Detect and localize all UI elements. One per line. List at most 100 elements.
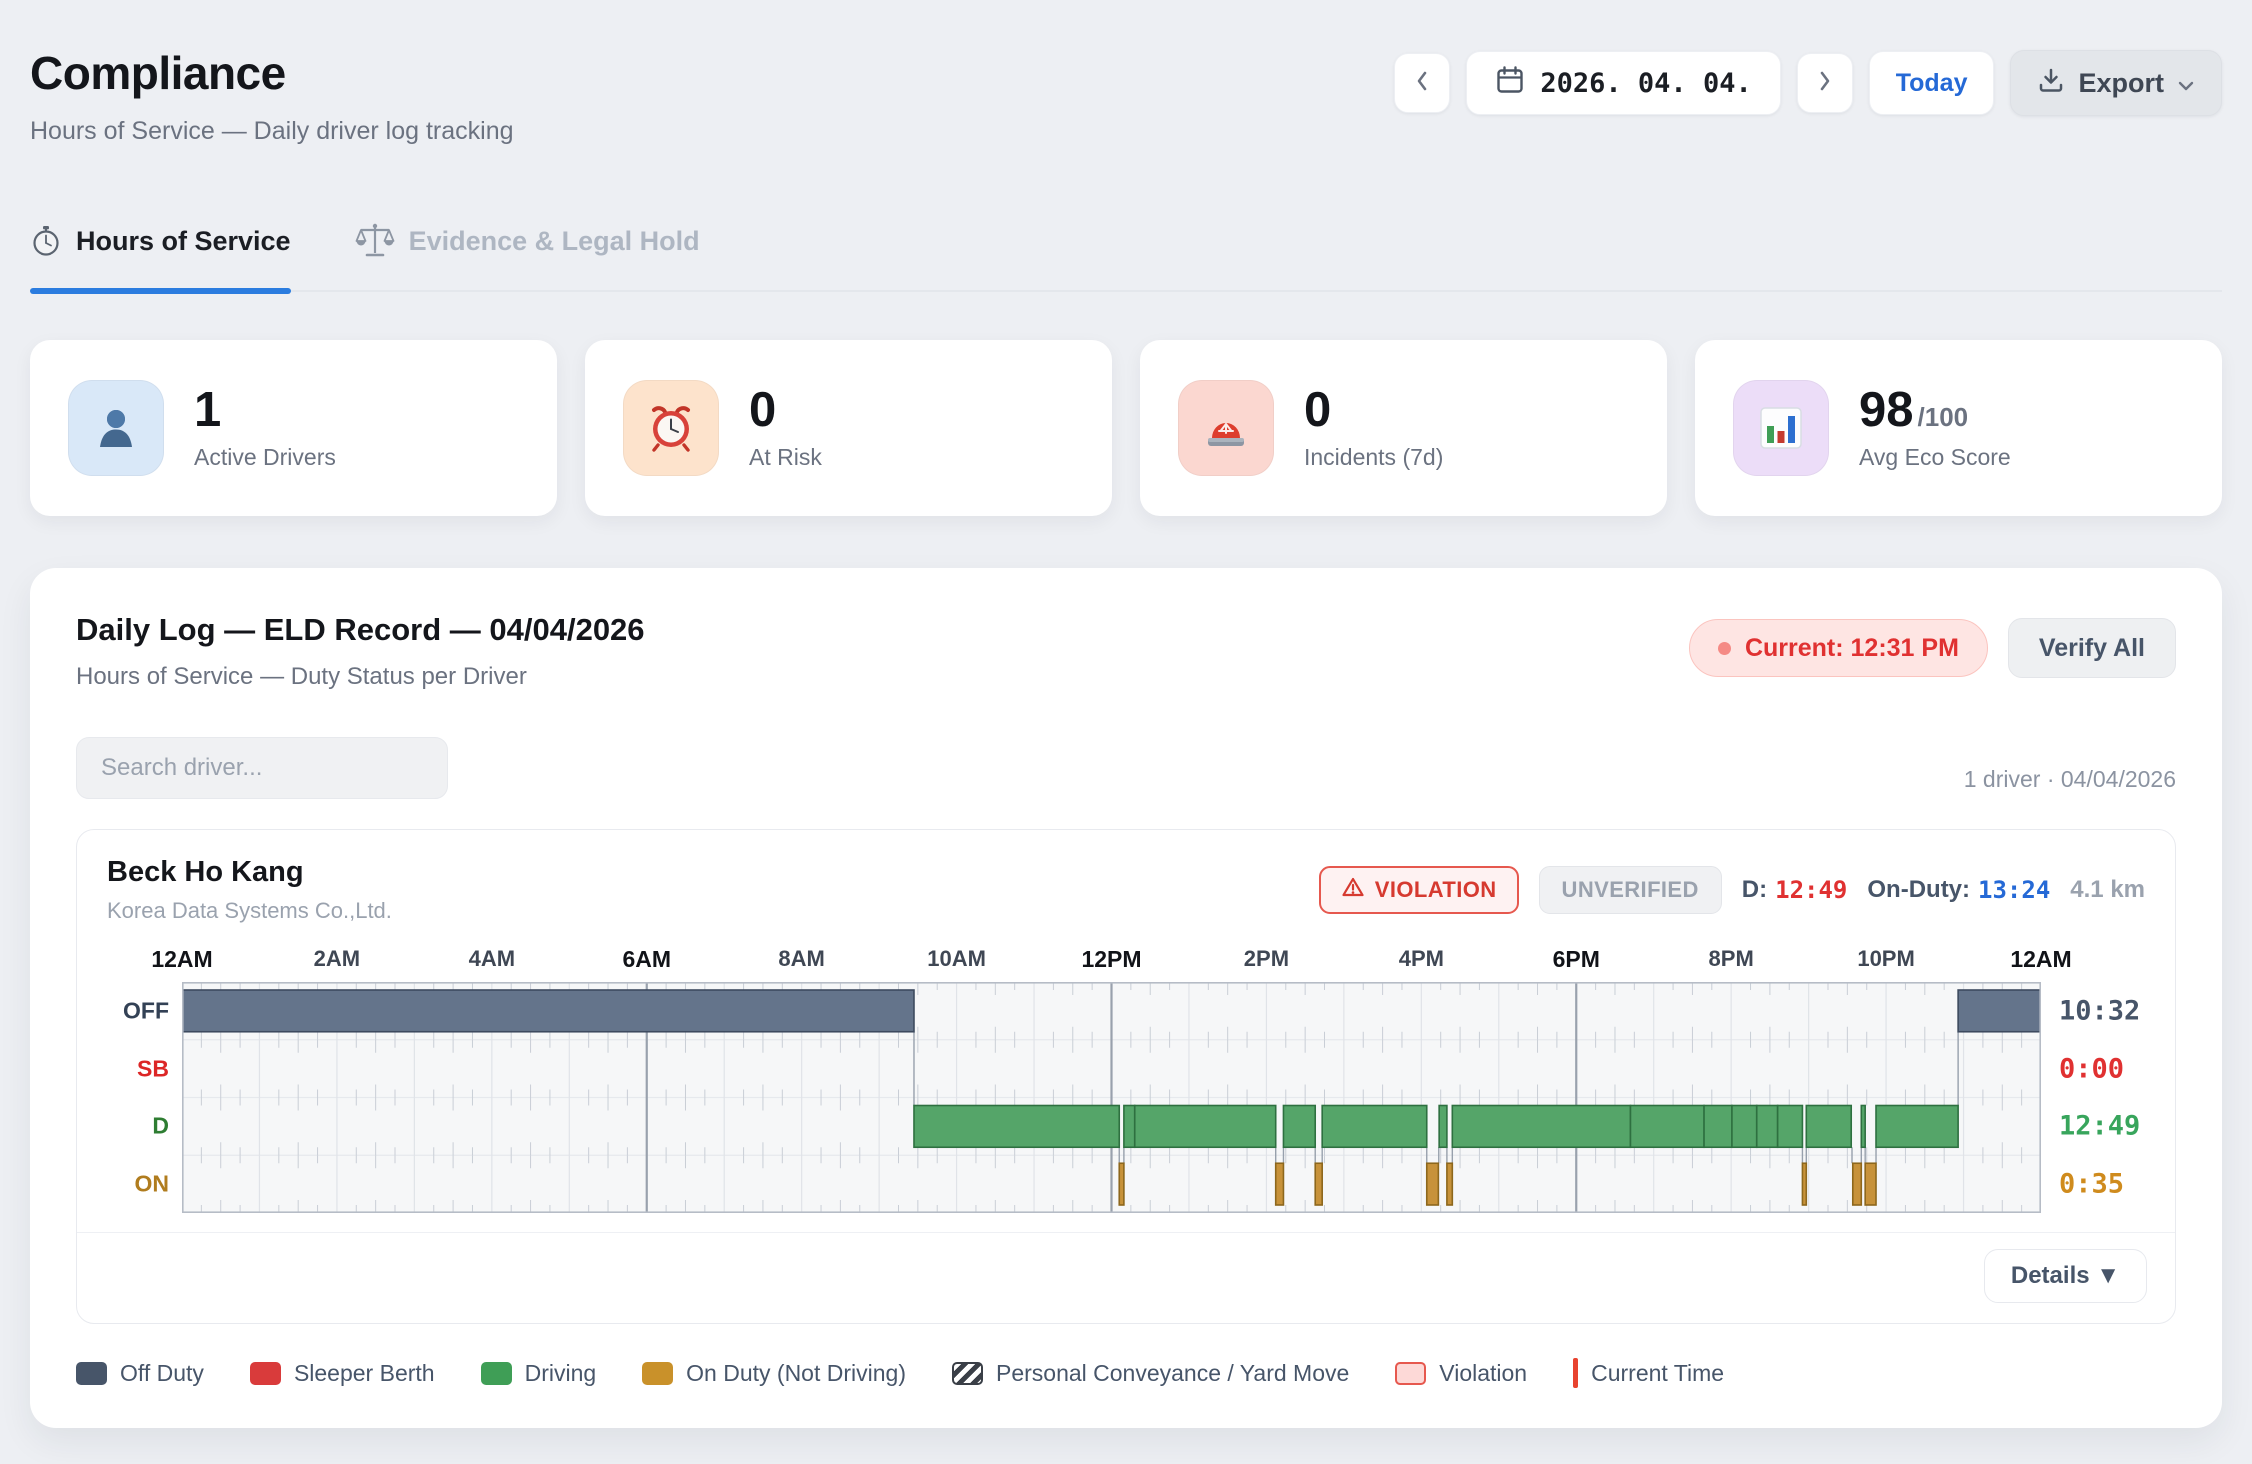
time-tick-8am-4: 8AM xyxy=(778,946,825,971)
date-picker-button[interactable]: 2026. 04. 04. xyxy=(1466,51,1781,115)
stat-label: Avg Eco Score xyxy=(1859,443,2011,470)
tab-bar: Hours of Service Evidence & Legal Hold xyxy=(30,222,2222,294)
dot-icon xyxy=(1717,641,1731,655)
legend-item-violation: Violation xyxy=(1395,1360,1527,1387)
driver-name: Beck Ho Kang xyxy=(107,856,304,888)
legend-swatch-violation xyxy=(1395,1361,1427,1385)
eld-chart: OFF SB D ON 12AM 2AM 4AM 6AM 8AM 10AM 12PM 2PM 4PM 6… xyxy=(77,944,2175,1218)
daily-log-actions: Current: 12:31 PM Verify All xyxy=(1688,618,2176,678)
time-tick-2am-1: 2AM xyxy=(313,946,361,971)
driver-identity: Beck Ho Kang Korea Data Systems Co.,Ltd. xyxy=(107,856,392,924)
legend-swatch-on xyxy=(642,1361,674,1385)
stat-value: 98/100 xyxy=(1859,383,1969,438)
stat-text: 1 Active Drivers xyxy=(194,383,336,470)
export-button[interactable]: Export xyxy=(2010,50,2222,116)
onduty-total: On-Duty: 13:24 xyxy=(1867,876,2050,904)
user-silhouette-icon xyxy=(68,380,164,476)
driver-card-header: Beck Ho Kang Korea Data Systems Co.,Ltd.… xyxy=(77,830,2175,924)
driver-card-footer: Details ▼ xyxy=(77,1232,2175,1323)
page-subtitle: Hours of Service — Daily driver log trac… xyxy=(30,117,514,145)
time-tick-4am-2: 4AM xyxy=(468,946,516,971)
verify-all-button[interactable]: Verify All xyxy=(2007,618,2176,678)
driver-badges: VIOLATION UNVERIFIED D: 12:49 On-Duty: 1… xyxy=(1318,866,2145,914)
legend-item-pc: Personal Conveyance / Yard Move xyxy=(951,1359,1350,1387)
row-label-sb: SB xyxy=(137,1055,169,1082)
page-title: Compliance xyxy=(30,47,286,99)
legend-label: Off Duty xyxy=(120,1359,204,1386)
next-day-button[interactable] xyxy=(1796,53,1853,113)
driving-total-value: 12:49 xyxy=(1775,876,1848,904)
legend-label: On Duty (Not Driving) xyxy=(686,1359,906,1386)
stat-card-at-risk: 0 At Risk xyxy=(585,340,1112,516)
driving-total-label: D: xyxy=(1741,876,1768,903)
daily-log-title: Daily Log — ELD Record — 04/04/2026 xyxy=(76,612,645,647)
daily-log-title-block: Daily Log — ELD Record — 04/04/2026 Hour… xyxy=(76,612,645,691)
alarm-clock-icon xyxy=(623,380,719,476)
row-total-on: 0:35 xyxy=(2059,1168,2125,1200)
legend-label: Current Time xyxy=(1591,1359,1725,1386)
driver-count-summary: 1 driver · 04/04/2026 xyxy=(1963,766,2176,792)
time-tick-4pm-8: 4PM xyxy=(1398,946,1444,971)
details-button[interactable]: Details ▼ xyxy=(1983,1249,2147,1303)
title-block: Compliance Hours of Service — Daily driv… xyxy=(30,46,514,146)
legend-swatch-pc xyxy=(951,1361,983,1385)
today-button[interactable]: Today xyxy=(1868,51,1995,115)
row-label-on: ON xyxy=(134,1170,170,1197)
eld-duty-chart xyxy=(181,982,2042,1213)
time-tick-10am-5: 10AM xyxy=(927,946,986,971)
chart-legend: Off Duty Sleeper Berth Driving On Duty (Not… xyxy=(76,1358,2176,1388)
chevron-left-icon xyxy=(1412,68,1432,99)
violation-badge: VIOLATION xyxy=(1318,866,1519,914)
driver-card: Beck Ho Kang Korea Data Systems Co.,Ltd.… xyxy=(76,829,2176,1324)
search-row: 1 driver · 04/04/2026 xyxy=(76,737,2176,799)
tab-hours-of-service[interactable]: Hours of Service xyxy=(30,222,291,294)
siren-icon xyxy=(1178,380,1274,476)
time-tick-10pm-11: 10PM xyxy=(1857,946,1915,971)
onduty-total-value: 13:24 xyxy=(1978,876,2051,904)
row-total-d: 12:49 xyxy=(2059,1110,2141,1142)
violation-label: VIOLATION xyxy=(1374,877,1497,902)
warning-triangle-icon xyxy=(1341,876,1365,904)
calendar-icon xyxy=(1495,65,1525,102)
time-tick-6am-3: 6AM xyxy=(622,946,672,972)
page-header: Compliance Hours of Service — Daily driv… xyxy=(30,46,2222,146)
daily-log-header: Daily Log — ELD Record — 04/04/2026 Hour… xyxy=(76,612,2176,691)
tab-evidence-legal-hold[interactable]: Evidence & Legal Hold xyxy=(355,222,700,290)
stat-card-incidents-7d-: 0 Incidents (7d) xyxy=(1140,340,1667,516)
duty-row-labels: OFF SB D ON xyxy=(77,944,182,1218)
time-tick-12am-12: 12AM xyxy=(2010,946,2072,972)
current-time-text: Current: 12:31 PM xyxy=(1744,633,1959,662)
driving-total: D: 12:49 xyxy=(1742,876,1848,904)
legend-item-current: Current Time xyxy=(1573,1358,1724,1388)
scales-icon xyxy=(355,222,395,260)
chevron-down-icon xyxy=(2177,68,2195,99)
time-tick-6pm-9: 6PM xyxy=(1552,946,1600,972)
prev-day-button[interactable] xyxy=(1394,53,1451,113)
time-axis: 12AM 2AM 4AM 6AM 8AM 10AM 12PM 2PM 4PM 6PM 8PM 10PM… xyxy=(151,944,2071,982)
legend-label: Personal Conveyance / Yard Move xyxy=(995,1359,1350,1386)
legend-swatch-sb xyxy=(249,1361,281,1385)
stat-text: 98/100 Avg Eco Score xyxy=(1859,383,2011,470)
legend-item-on: On Duty (Not Driving) xyxy=(642,1360,906,1387)
stat-label: At Risk xyxy=(749,443,822,470)
time-tick-12am-0: 12AM xyxy=(151,946,213,972)
tab-label: Evidence & Legal Hold xyxy=(408,225,700,256)
time-tick-2pm-7: 2PM xyxy=(1243,946,1290,971)
time-tick-8pm-10: 8PM xyxy=(1708,946,1754,971)
search-driver-input[interactable] xyxy=(76,737,448,799)
onduty-total-label: On-Duty: xyxy=(1867,876,1971,903)
row-total-sb: 0:00 xyxy=(2059,1053,2125,1085)
distance-value: 4.1 km xyxy=(2070,876,2145,903)
row-label-d: D xyxy=(152,1112,169,1139)
stat-text: 0 At Risk xyxy=(749,384,822,470)
stat-card-active-drivers: 1 Active Drivers xyxy=(30,340,557,516)
stat-value: 1 xyxy=(194,383,222,438)
current-time-badge: Current: 12:31 PM xyxy=(1688,619,1988,677)
download-icon xyxy=(2037,66,2065,101)
stat-card-avg-eco-score: 98/100 Avg Eco Score xyxy=(1695,340,2222,516)
daily-log-panel: Daily Log — ELD Record — 04/04/2026 Hour… xyxy=(30,568,2222,1428)
export-label: Export xyxy=(2078,67,2164,98)
eld-chart-plot-area: 12AM 2AM 4AM 6AM 8AM 10AM 12PM 2PM 4PM 6PM 8PM 10PM… xyxy=(151,944,2072,1218)
date-value: 2026. 04. 04. xyxy=(1540,67,1752,99)
legend-swatch-off xyxy=(76,1361,107,1385)
